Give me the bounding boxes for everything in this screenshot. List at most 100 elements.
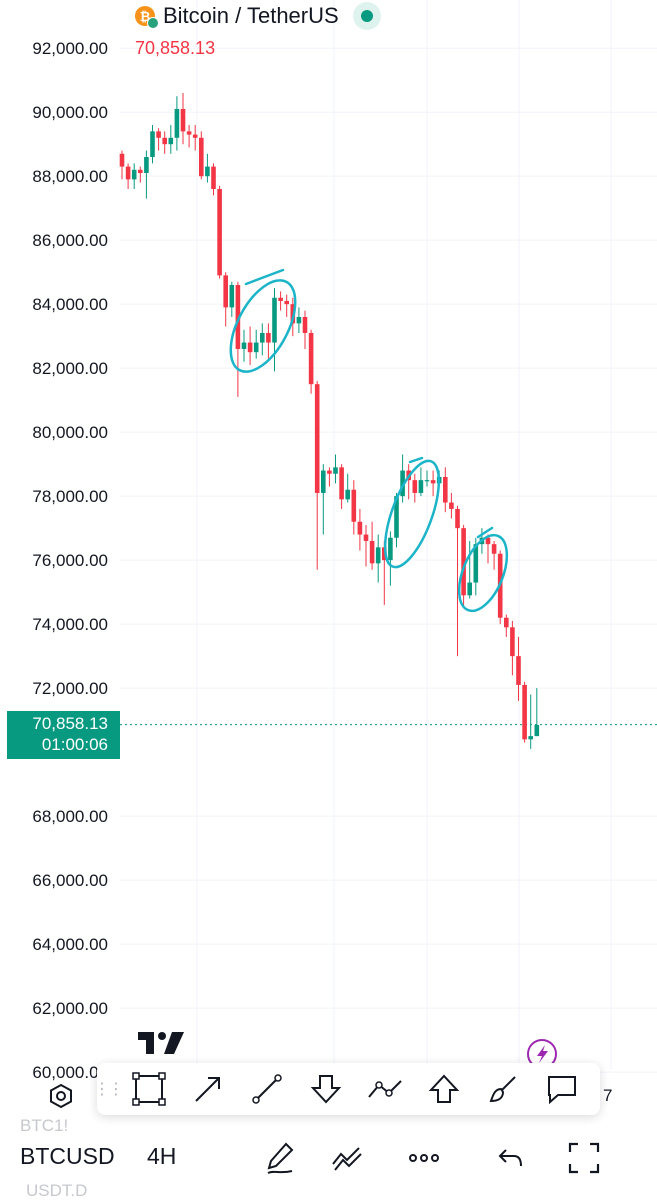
candle: [388, 531, 393, 586]
price-tick-label: 62,000.00: [32, 999, 108, 1018]
candle-body: [491, 544, 497, 554]
settings-hex-icon[interactable]: [48, 1083, 74, 1109]
candle-body: [510, 627, 515, 657]
candle: [296, 307, 302, 333]
path-icon[interactable]: [355, 1063, 414, 1115]
arrow-up-icon[interactable]: [414, 1063, 473, 1115]
candle: [522, 681, 527, 743]
candle-body: [296, 316, 302, 324]
ghost-symbol-bottom: USDT.D: [26, 1181, 88, 1200]
candle-body: [504, 617, 509, 628]
drawing-toolbar[interactable]: ⋮⋮: [94, 1063, 600, 1115]
candle-body: [235, 284, 241, 349]
symbol-button[interactable]: BTCUSD: [20, 1143, 115, 1169]
flash-icon[interactable]: [525, 1038, 559, 1068]
candle: [150, 124, 155, 164]
arrow-down-icon[interactable]: [296, 1063, 355, 1115]
candle: [302, 310, 308, 349]
candle: [174, 96, 180, 151]
candle-body: [119, 153, 125, 167]
more-icon[interactable]: [404, 1138, 444, 1178]
annotation-stroke-3: [476, 526, 494, 539]
price-tick-label: 86,000.00: [32, 231, 108, 250]
price-tick-label: 64,000.00: [32, 935, 108, 954]
candle-body: [321, 470, 326, 493]
candle: [321, 464, 326, 535]
candle: [534, 688, 540, 737]
candle-body: [284, 300, 289, 305]
candle: [314, 380, 320, 570]
candle: [327, 467, 332, 487]
rectangle-icon[interactable]: [119, 1063, 178, 1115]
pen-draw-icon[interactable]: [260, 1138, 300, 1178]
callout-icon[interactable]: [532, 1063, 591, 1115]
annotation-ellipse-2: [383, 459, 441, 569]
candle: [217, 185, 222, 279]
candle-body: [369, 540, 375, 564]
candle: [491, 540, 497, 570]
candle: [363, 524, 369, 567]
candle-body: [394, 496, 399, 538]
candle-body: [272, 297, 277, 343]
candle-body: [131, 169, 137, 180]
candle: [467, 540, 472, 599]
candle: [125, 163, 131, 189]
candle: [430, 470, 436, 497]
fullscreen-icon[interactable]: [564, 1138, 604, 1178]
indicators-icon[interactable]: [327, 1138, 367, 1178]
candle: [308, 329, 314, 394]
arrow-icon[interactable]: [178, 1063, 237, 1115]
market-status-icon[interactable]: [352, 2, 381, 30]
candle-body: [150, 131, 155, 157]
candle-body: [430, 480, 436, 484]
candle: [516, 636, 521, 701]
candle: [375, 534, 381, 583]
candle: [485, 534, 491, 564]
current-price-tag: 70,858.13 01:00:06: [7, 711, 120, 759]
price-tick-label: 68,000.00: [32, 807, 108, 826]
candle: [345, 473, 350, 503]
candle-body: [461, 528, 466, 596]
candle: [119, 150, 125, 180]
candle: [144, 150, 149, 199]
pair-title[interactable]: Bitcoin / TetherUS: [163, 3, 339, 28]
candle: [168, 124, 174, 154]
price-tick-label: 78,000.00: [32, 487, 108, 506]
candle-body: [192, 134, 198, 138]
candle-body: [528, 736, 533, 740]
candle-body: [211, 166, 216, 189]
candle-body: [400, 470, 405, 497]
price-tick-label: 92,000.00: [32, 39, 108, 58]
toolbar-drag-handle[interactable]: ⋮⋮: [94, 1081, 124, 1098]
candle: [351, 480, 357, 535]
price-axis: 92,000.00 90,000.00 88,000.00 86,000.00 84,0…: [32, 39, 108, 1082]
candle-body: [156, 131, 161, 138]
candle-body: [229, 284, 235, 308]
candle-body: [223, 275, 228, 308]
candle: [424, 470, 430, 487]
candle-body: [339, 467, 344, 500]
brush-icon[interactable]: [473, 1063, 532, 1115]
candle-body: [449, 502, 454, 509]
candle: [235, 281, 241, 397]
annotation-ellipse-3: [457, 533, 509, 613]
candle-body: [314, 384, 320, 493]
price-tick-label: 74,000.00: [32, 615, 108, 634]
candle: [199, 131, 204, 180]
candle-body: [278, 297, 283, 301]
candle: [400, 454, 405, 503]
undo-icon[interactable]: [490, 1138, 530, 1178]
chart-header[interactable]: ₿ Bitcoin / TetherUS: [135, 0, 381, 32]
trend-line-icon[interactable]: [237, 1063, 296, 1115]
candle-body: [467, 582, 472, 596]
candle-body: [205, 166, 210, 177]
candle: [418, 467, 424, 497]
interval-button[interactable]: 4H: [147, 1143, 177, 1169]
candle: [528, 694, 533, 749]
candle: [406, 464, 411, 500]
candle-body: [253, 342, 259, 353]
price-tag-countdown: 01:00:06: [41, 735, 108, 754]
candle-body: [125, 166, 131, 180]
candle: [369, 521, 375, 570]
